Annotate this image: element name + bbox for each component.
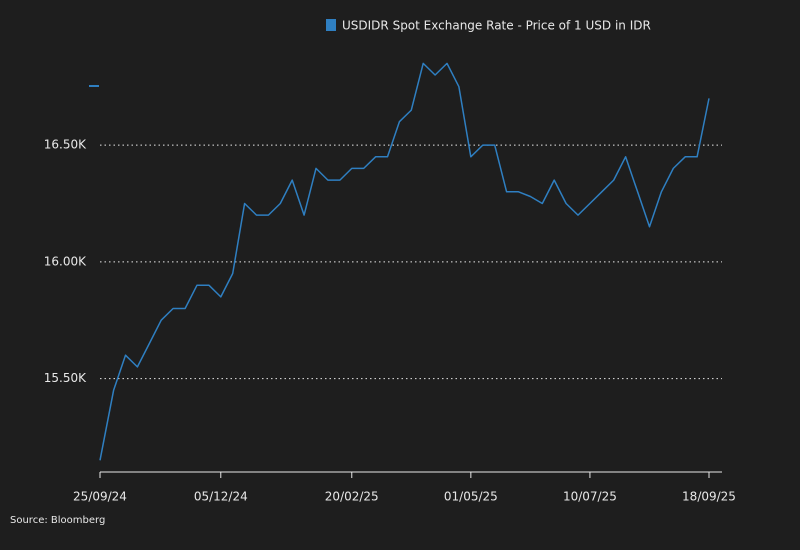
last-value-marker [89,85,99,87]
y-tick-label: 16.50K [44,138,87,152]
series-line [99,62,710,461]
legend-label: USDIDR Spot Exchange Rate - Price of 1 U… [342,19,651,33]
x-tick-label: 10/07/25 [563,490,617,504]
y-tick-label: 15.50K [44,371,87,385]
y-tick-label: 16.00K [44,254,87,268]
source: Source: Bloomberg [10,515,105,526]
x-tick-label: 25/09/24 [73,490,127,504]
x-tick-label: 18/09/25 [682,490,736,504]
legend-swatch [326,19,336,31]
x-tick-label: 05/12/24 [194,490,248,504]
x-tick-label: 01/05/25 [444,490,498,504]
x-tick-label: 20/02/25 [325,490,379,504]
